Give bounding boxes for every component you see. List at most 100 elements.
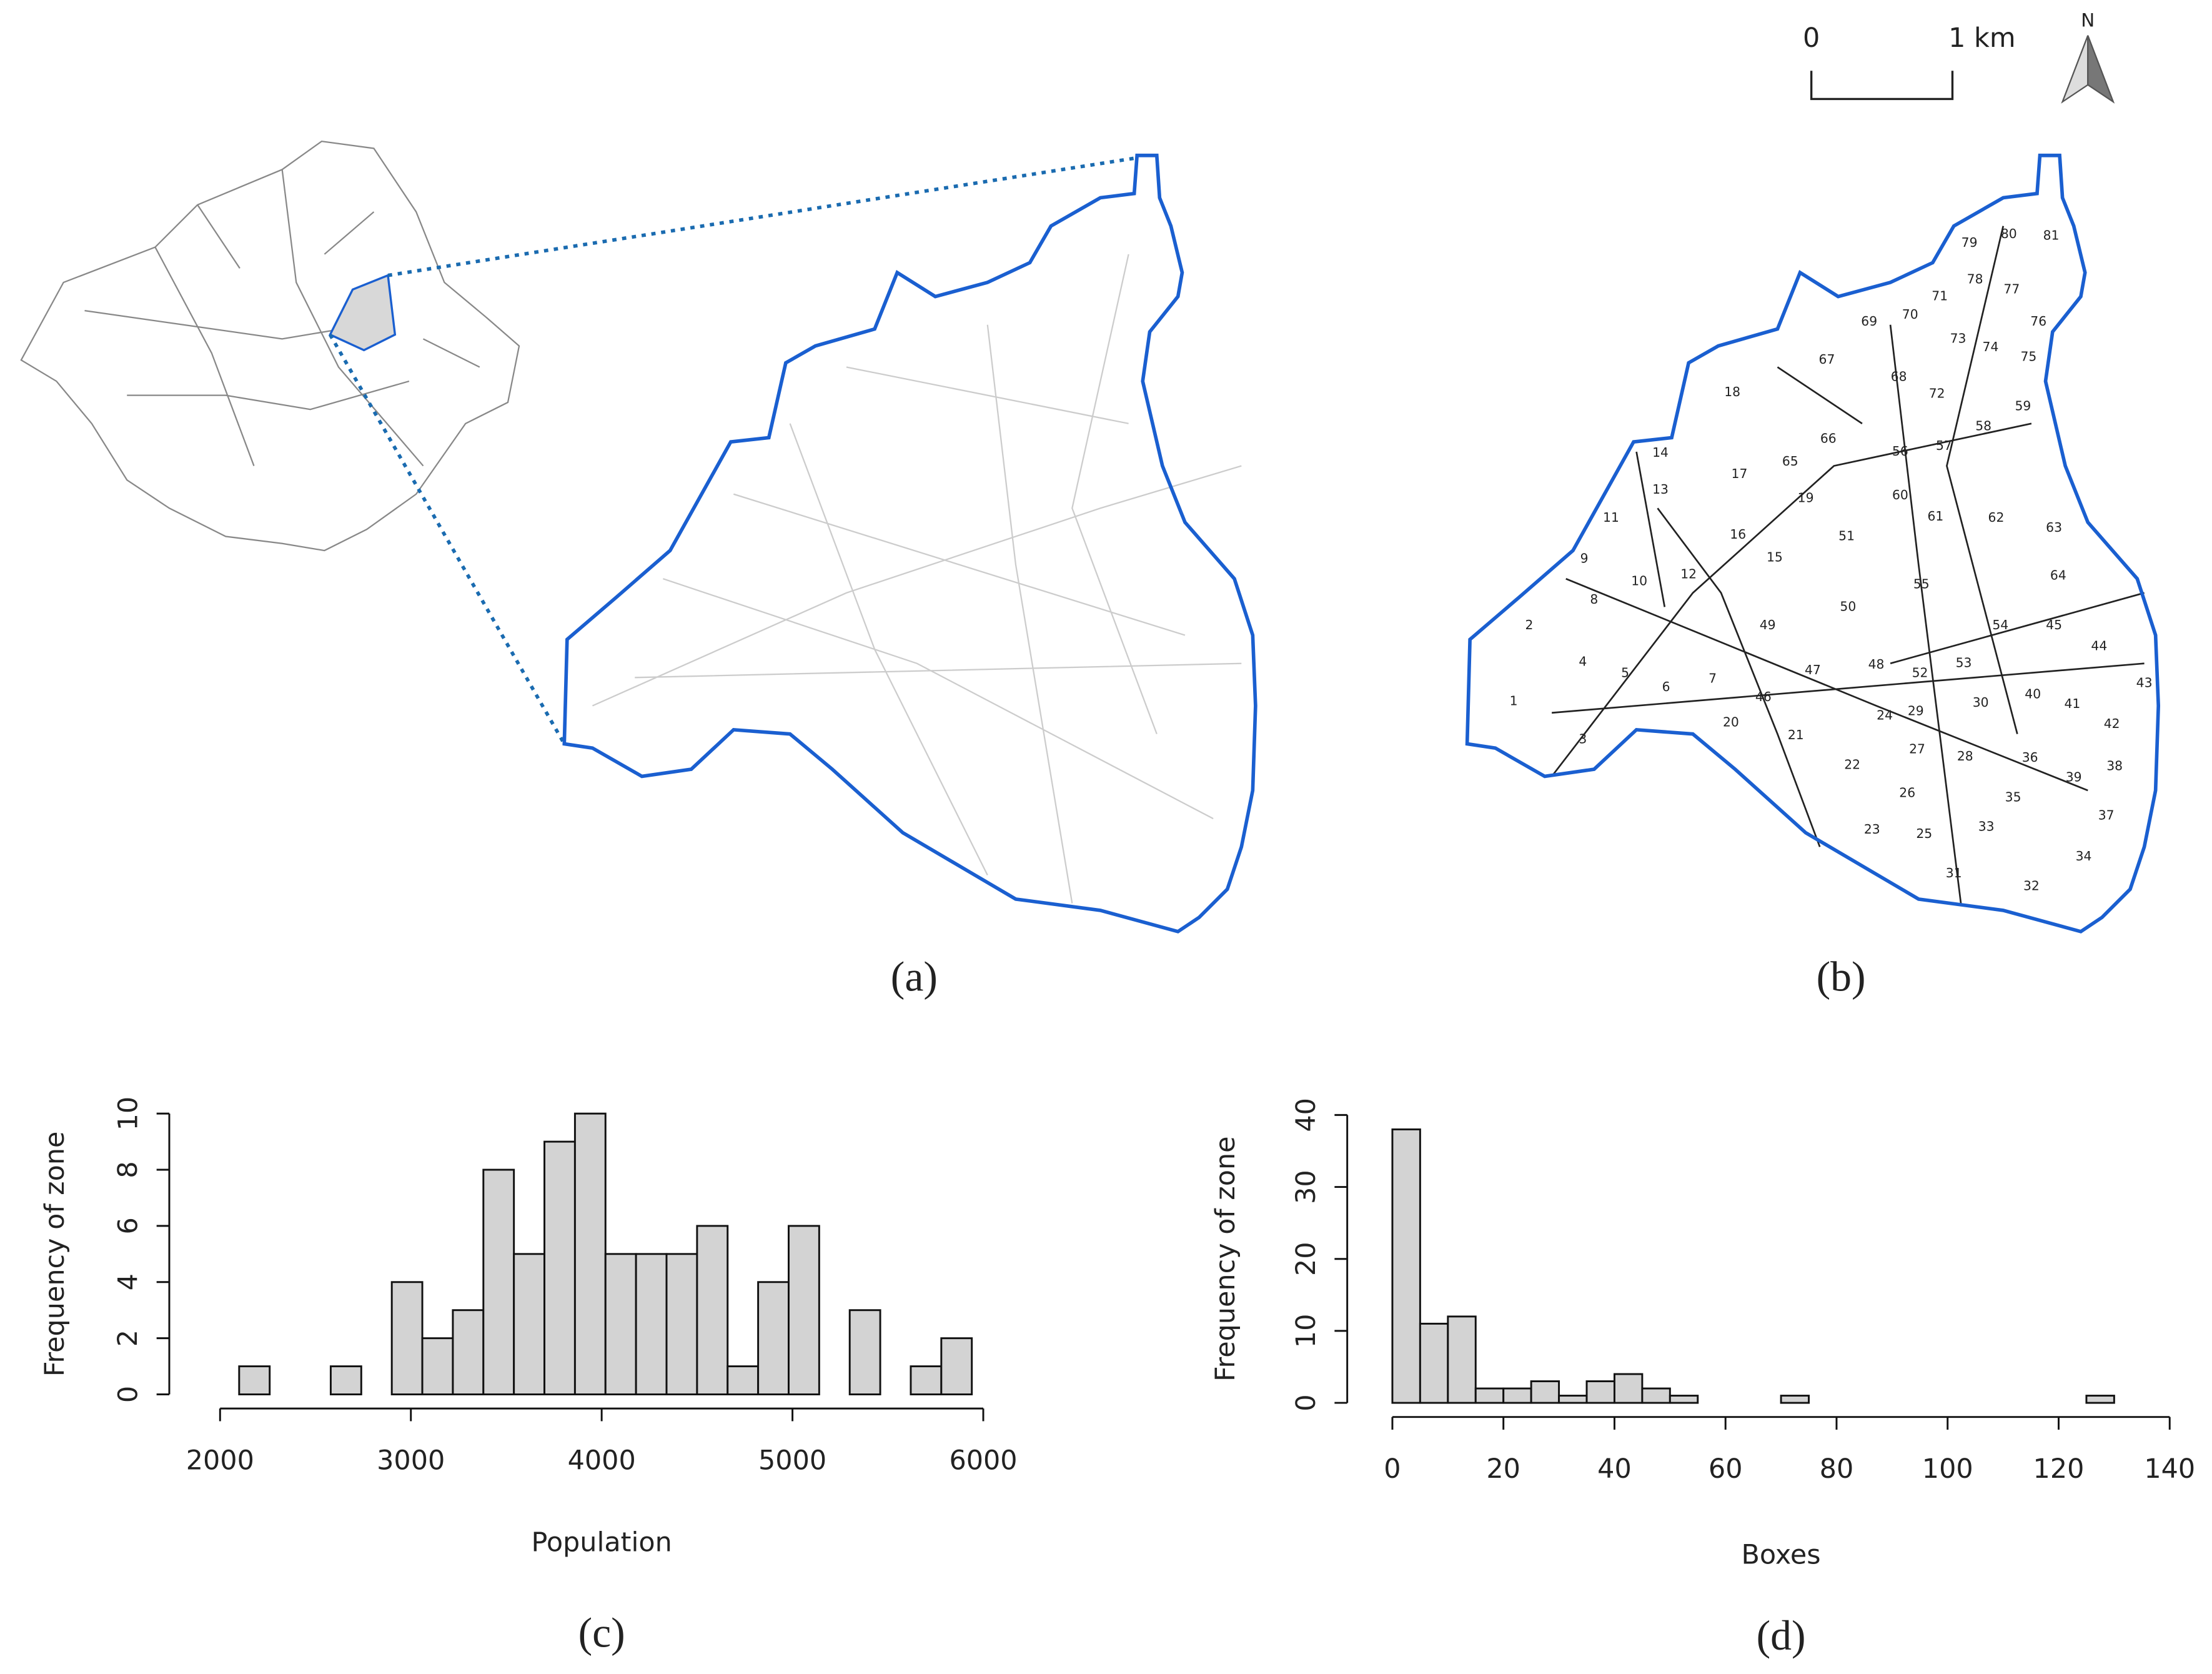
zone-label: 19: [1798, 491, 1814, 506]
zone-label: 68: [1891, 369, 1907, 384]
zone-label: 20: [1723, 715, 1739, 730]
zoom-lines: [328, 156, 1135, 745]
zone-label: 73: [1950, 331, 1966, 346]
scale-label: 0: [1803, 22, 1820, 54]
scale-bar: [1810, 71, 1954, 101]
bar: [727, 1365, 760, 1395]
zone-label: 70: [1902, 307, 1918, 322]
boundary: [1467, 156, 2159, 932]
caption: (b): [1817, 953, 1866, 1000]
zone-label: 46: [1755, 689, 1772, 704]
zone-label: 9: [1580, 551, 1589, 566]
zone-label: 72: [1929, 386, 1945, 401]
y-tick-label: 10: [1291, 1314, 1322, 1348]
y-tick-label: 30: [1291, 1170, 1322, 1204]
zone-label: 28: [1957, 749, 1973, 764]
x-axis-label: Boxes: [1742, 1540, 1821, 1571]
zone-label: 77: [2003, 281, 2020, 296]
zone-label: 54: [1992, 617, 2008, 632]
bar: [1474, 1387, 1505, 1404]
zone-labels: 1234567891011121314151617181920212223242…: [1510, 226, 2153, 893]
x-tick-label: 3000: [377, 1445, 445, 1476]
zone-label: 75: [2020, 349, 2036, 364]
zone-label: 11: [1603, 510, 1619, 525]
zone-label: 60: [1892, 487, 1908, 502]
y-axis-label: Frequency of zone: [1210, 1136, 1241, 1382]
zone-label: 12: [1680, 566, 1697, 581]
bar: [421, 1337, 454, 1395]
bar: [604, 1253, 637, 1395]
x-tick-label: 140: [2144, 1453, 2195, 1485]
north-label: N: [2081, 10, 2095, 31]
bar: [1419, 1322, 1449, 1404]
bar: [848, 1309, 881, 1395]
zone-label: 64: [2050, 568, 2066, 583]
zone-label: 8: [1590, 592, 1598, 607]
zone-label: 65: [1782, 454, 1798, 469]
zone-label: 5: [1621, 665, 1629, 680]
zone-label: 37: [2098, 808, 2115, 823]
zone-label: 3: [1579, 732, 1587, 747]
zone-label: 42: [2104, 716, 2120, 731]
bar: [513, 1253, 545, 1395]
zone-label: 16: [1730, 527, 1746, 542]
bar: [910, 1365, 943, 1395]
bar: [696, 1225, 729, 1395]
zone-label: 10: [1631, 574, 1647, 589]
zone-label: 30: [1973, 695, 1989, 710]
x-tick-label: 80: [1820, 1453, 1854, 1485]
bar: [482, 1168, 515, 1395]
zone-label: 41: [2064, 696, 2080, 711]
caption: (c): [578, 1609, 625, 1656]
caption: (d): [1757, 1612, 1806, 1659]
bar: [635, 1253, 668, 1395]
zone-label: 66: [1820, 431, 1837, 446]
zone-label: 17: [1732, 466, 1748, 481]
bar: [1641, 1387, 1671, 1404]
map-b: [1467, 156, 2159, 932]
x-tick-label: 6000: [949, 1445, 1017, 1476]
zone-label: 49: [1760, 617, 1776, 632]
bar: [1780, 1395, 1810, 1404]
zone-label: 79: [1962, 235, 1978, 250]
zone-label: 2: [1525, 617, 1534, 632]
zone-label: 36: [2022, 750, 2038, 765]
x-tick-label: 120: [2033, 1453, 2085, 1485]
zone-label: 71: [1932, 289, 1948, 304]
zone-label: 43: [2136, 675, 2153, 690]
y-tick-label: 0: [1291, 1394, 1322, 1411]
zone-label: 22: [1844, 757, 1860, 772]
bar: [1391, 1128, 1421, 1404]
y-tick-label: 2: [112, 1330, 144, 1347]
zone-label: 53: [1956, 655, 1972, 670]
x-tick-label: 0: [1384, 1453, 1401, 1485]
x-tick-label: 2000: [186, 1445, 254, 1476]
bar: [1558, 1395, 1588, 1404]
zone-label: 14: [1652, 445, 1669, 460]
map-a: [564, 156, 1256, 932]
zone-label: 27: [1909, 741, 1925, 756]
zone-label: 69: [1861, 314, 1877, 329]
zone-label: 39: [2066, 770, 2082, 785]
zone-label: 78: [1967, 271, 1983, 286]
x-tick-label: 4000: [568, 1445, 636, 1476]
zone-label: 13: [1652, 482, 1669, 497]
histogram-chart: 0 20 40 60 80 100 120 140 0 10 20 30 40 Boxes Frequenc…: [1210, 1098, 2195, 1659]
bar: [2085, 1395, 2115, 1404]
zone-label: 1: [1510, 694, 1518, 709]
x-axis-label: Population: [531, 1527, 672, 1558]
histogram-chart: 2000 3000 4000 5000 6000 0 2 4 6 8 10 Population Fre…: [39, 1097, 1018, 1657]
bar: [665, 1253, 698, 1395]
zone-label: 63: [2046, 520, 2062, 535]
zone-label: 74: [1983, 339, 1999, 354]
bar: [543, 1140, 576, 1395]
zone-label: 21: [1788, 727, 1804, 742]
inset-map: [20, 140, 520, 552]
zone-label: 34: [2076, 849, 2092, 864]
y-tick-label: 40: [1291, 1098, 1322, 1132]
bar: [1530, 1380, 1560, 1404]
zone-label: 55: [1913, 576, 1930, 591]
y-tick-label: 0: [112, 1386, 144, 1403]
bar: [1669, 1395, 1699, 1404]
